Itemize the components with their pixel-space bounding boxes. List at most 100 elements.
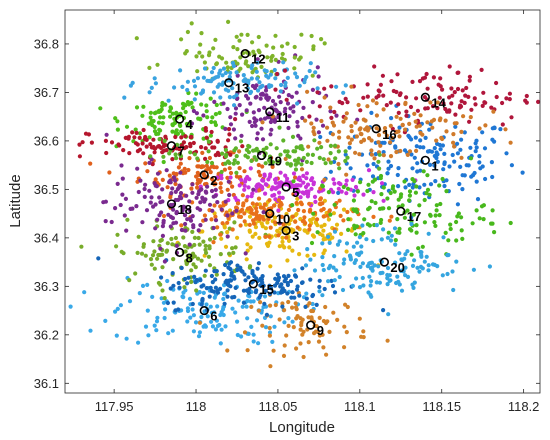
data-point <box>322 41 327 46</box>
y-tick-label: 36.7 <box>34 85 59 100</box>
data-point <box>272 215 278 220</box>
data-point <box>211 65 216 71</box>
data-point <box>160 224 165 229</box>
data-point <box>256 162 261 168</box>
data-point <box>452 159 457 164</box>
data-point <box>456 70 461 75</box>
data-point <box>154 328 159 333</box>
data-point <box>212 269 217 274</box>
data-point <box>195 170 200 175</box>
data-point <box>211 240 216 245</box>
data-point <box>304 176 309 181</box>
data-point <box>223 70 228 76</box>
data-point <box>410 263 416 268</box>
data-point <box>474 208 479 213</box>
data-point <box>264 69 269 74</box>
data-point <box>280 51 285 57</box>
data-point <box>184 145 189 150</box>
data-point <box>195 185 200 190</box>
data-point <box>361 283 366 288</box>
data-point <box>469 174 474 179</box>
data-point <box>223 154 228 159</box>
data-point <box>294 316 299 321</box>
data-point <box>494 94 499 100</box>
data-point <box>346 135 351 140</box>
data-point <box>248 89 254 94</box>
data-point <box>232 294 237 300</box>
data-point <box>147 65 152 70</box>
data-point <box>251 299 256 304</box>
data-point <box>355 240 360 245</box>
data-point <box>292 295 297 300</box>
data-point <box>258 293 263 298</box>
data-point <box>179 143 184 148</box>
cluster-label-4: 4 <box>186 117 194 132</box>
data-point <box>198 42 203 47</box>
data-point <box>328 105 333 110</box>
data-point <box>299 162 304 167</box>
data-point <box>168 180 173 185</box>
data-point <box>441 235 446 240</box>
data-point <box>262 294 268 299</box>
data-point <box>280 235 285 240</box>
data-point <box>320 183 325 188</box>
data-point <box>249 158 254 163</box>
data-point <box>152 266 157 271</box>
data-point <box>508 220 513 226</box>
data-point <box>284 333 289 338</box>
data-point <box>430 125 435 130</box>
data-point <box>194 277 200 283</box>
x-tick-label: 117.95 <box>95 399 134 414</box>
data-point <box>214 318 219 323</box>
data-point <box>417 203 422 208</box>
data-point <box>359 244 364 249</box>
data-point <box>225 106 230 112</box>
data-point <box>330 283 336 289</box>
data-point <box>221 66 227 71</box>
data-point <box>240 269 245 274</box>
cluster-label-11: 11 <box>276 110 290 125</box>
data-point <box>248 245 253 250</box>
data-point <box>156 120 162 125</box>
data-point <box>321 228 326 233</box>
data-point <box>247 222 252 227</box>
data-point <box>115 232 120 237</box>
data-point <box>156 252 161 258</box>
data-point <box>178 191 184 196</box>
data-point <box>231 274 236 279</box>
data-point <box>346 227 351 232</box>
data-point <box>192 152 197 157</box>
data-point <box>182 102 187 107</box>
data-point <box>203 324 208 329</box>
data-point <box>165 241 170 246</box>
data-point <box>404 95 409 100</box>
data-point <box>459 228 464 233</box>
data-point <box>209 160 215 166</box>
data-point <box>229 270 234 275</box>
cluster-center-marker <box>199 170 209 180</box>
cluster-label-2: 2 <box>210 173 217 188</box>
data-point <box>309 240 315 246</box>
data-point <box>418 145 423 150</box>
data-point <box>370 98 376 103</box>
data-point <box>458 164 463 169</box>
data-point <box>447 95 452 100</box>
data-point <box>455 141 460 146</box>
data-point <box>326 157 331 162</box>
data-point <box>407 189 413 194</box>
data-point <box>409 252 414 257</box>
data-point <box>185 253 190 259</box>
data-point <box>152 249 157 254</box>
data-point <box>196 334 202 339</box>
data-point <box>418 138 423 143</box>
data-point <box>381 93 386 98</box>
cluster-center-marker <box>420 92 430 102</box>
data-point <box>301 180 306 185</box>
data-point <box>191 262 196 267</box>
data-point <box>321 251 326 256</box>
data-point <box>468 115 473 120</box>
data-point <box>246 81 251 86</box>
data-point <box>424 71 429 77</box>
data-point <box>218 181 223 186</box>
